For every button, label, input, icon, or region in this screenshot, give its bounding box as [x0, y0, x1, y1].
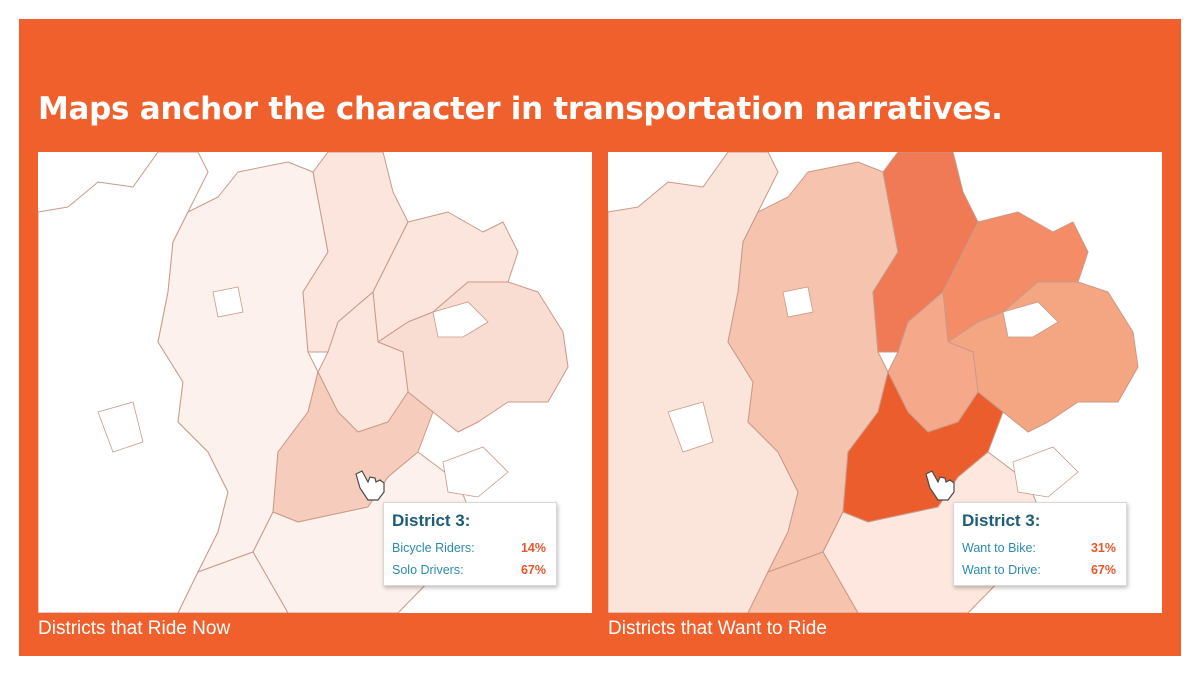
map-panel-want-to-ride: District 3: Want to Bike: 31% Want to Dr…	[608, 152, 1162, 613]
popup-label-solo-drivers: Solo Drivers:	[392, 563, 464, 577]
hand-pointer-icon	[925, 470, 955, 501]
map-caption-ride-now: Districts that Ride Now	[38, 618, 231, 639]
slide-headline: Maps anchor the character in transportat…	[38, 91, 1003, 127]
popup-label-want-to-bike: Want to Bike:	[962, 541, 1036, 555]
popup-value-want-to-drive: 67%	[1090, 563, 1116, 577]
slide-frame: Maps anchor the character in transportat…	[19, 19, 1181, 656]
district-east[interactable]	[947, 281, 1139, 433]
popup-value-want-to-bike: 31%	[1090, 541, 1116, 555]
map-panel-ride-now: District 3: Bicycle Riders: 14% Solo Dri…	[38, 152, 592, 613]
map-caption-want-to-ride: Districts that Want to Ride	[608, 618, 827, 639]
district-south-west[interactable]	[177, 551, 289, 613]
district-east[interactable]	[377, 281, 569, 433]
popup-label-want-to-drive: Want to Drive:	[962, 563, 1041, 577]
popup-label-bicycle-riders: Bicycle Riders:	[392, 541, 475, 555]
district-south-west[interactable]	[747, 551, 859, 613]
map-holes-ride-now	[97, 286, 509, 498]
popup-value-bicycle-riders: 14%	[520, 541, 546, 555]
district-map-ride-now	[38, 152, 569, 613]
map-holes-want-to-ride	[667, 286, 1079, 498]
popup-title: District 3:	[962, 511, 1041, 530]
district-popup-ride-now: District 3: Bicycle Riders: 14% Solo Dri…	[383, 502, 557, 586]
district-popup-want-to-ride: District 3: Want to Bike: 31% Want to Dr…	[953, 502, 1127, 586]
popup-title: District 3:	[392, 511, 471, 530]
hand-pointer-icon	[355, 470, 385, 501]
popup-value-solo-drivers: 67%	[520, 563, 546, 577]
district-map-want-to-ride	[608, 152, 1139, 613]
